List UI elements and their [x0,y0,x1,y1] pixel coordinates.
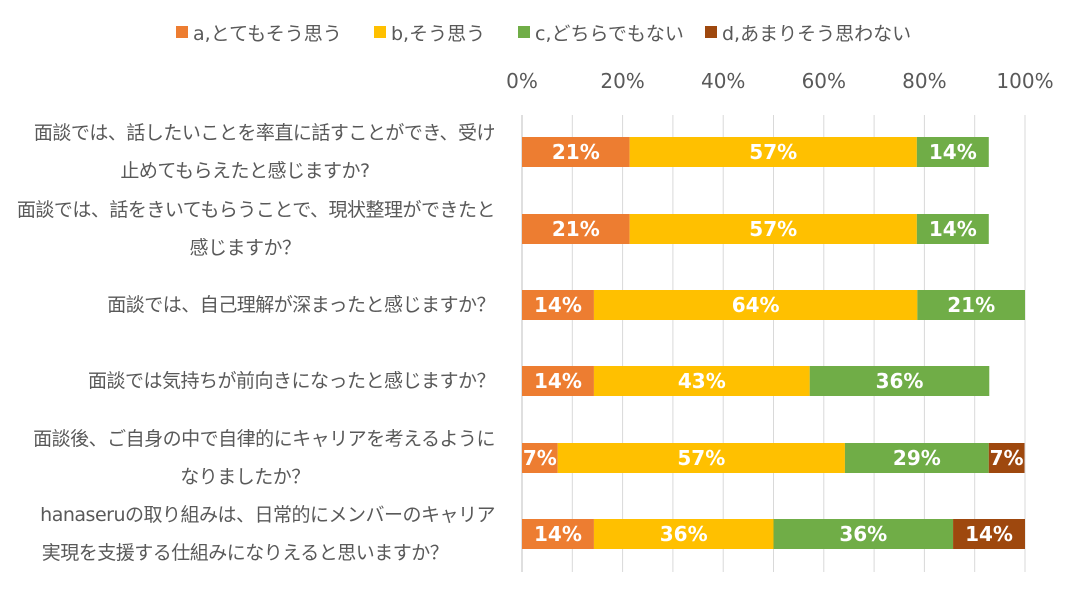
data-label: 14% [929,140,977,164]
category-label: 面談では、自己理解が深まったと感じますか？ [0,286,495,324]
category-label: 面談では、話をきいてもらうことで、現状整理ができたと感じますか？ [0,191,496,267]
category-label-line: 面談後、ご自身の中で自律的にキャリアを考えるように [33,428,495,450]
data-label: 57% [677,446,725,470]
data-label: 36% [660,522,708,546]
legend-label: d,あまりそう思わない [722,23,911,45]
x-tick-label: 60% [802,69,846,93]
data-label: 21% [552,217,600,241]
bar-segment [773,519,954,549]
bar-segment [629,137,917,167]
x-tick-label: 0% [506,69,538,93]
category-label: 面談では、話したいことを率直に話すことができ、受け止めてもらえたと感じますか? [0,114,496,190]
bar-segment [593,366,810,396]
data-label: 57% [749,217,797,241]
category-label-line: hanaseruの取り組みは、日常的にメンバーのキャリア [40,504,495,526]
bar-segment [988,443,1025,473]
legend-label: a,とてもそう思う [193,23,342,45]
data-label: 64% [732,293,780,317]
bar-segment [522,137,630,167]
bar-segment [953,519,1025,549]
data-label: 21% [947,293,995,317]
bar-segment [522,443,558,473]
category-label-line: 面談では、話をきいてもらうことで、現状整理ができたと [16,199,496,221]
data-label: 14% [929,217,977,241]
category-label-line: 感じますか？ [189,237,301,259]
bar-segment [916,214,989,244]
category-label-line: 面談では、自己理解が深まったと感じますか？ [107,294,495,316]
category-label: hanaseruの取り組みは、日常的にメンバーのキャリア 実現を支援する仕組みにな… [0,496,495,572]
category-label-line: 面談では気持ちが前向きになったと感じますか？ [87,370,496,392]
data-label: 29% [893,446,941,470]
bar-segment [629,214,917,244]
bar-segment [917,290,1025,320]
data-label: 14% [534,369,582,393]
bar-segment [557,443,845,473]
bar-segment [844,443,989,473]
legend-label: b,そう思う [391,23,485,45]
x-tick-label: 40% [701,69,745,93]
data-label: 43% [678,369,726,393]
data-label: 57% [749,140,797,164]
legend-swatch [518,26,530,38]
category-label: 面談では気持ちが前向きになったと感じますか？ [0,362,496,400]
data-label: 14% [534,293,582,317]
data-label: 14% [965,522,1013,546]
x-tick-label: 80% [902,69,946,93]
bar-segment [916,137,989,167]
bar-segment [522,214,630,244]
category-label-line: 面談では、話したいことを率直に話すことができ、受け [33,122,496,144]
bar-segment [522,366,594,396]
data-label: 14% [534,522,582,546]
category-label-line: 止めてもらえたと感じますか? [120,160,370,182]
data-label: 7% [523,446,557,470]
bar-segment [593,519,774,549]
bar-segment [522,519,594,549]
legend-label: c,どちらでもない [535,23,684,45]
data-label: 36% [876,369,924,393]
bar-segment [522,290,594,320]
legend-swatch [374,26,386,38]
x-tick-label: 20% [600,69,644,93]
category-label-line: 実現を支援する仕組みになりえると思いますか？ [41,542,449,564]
data-label: 36% [839,522,887,546]
x-tick-label: 100% [996,69,1053,93]
data-label: 7% [990,446,1024,470]
category-label-line: なりましたか？ [180,466,310,488]
data-label: 21% [552,140,600,164]
category-label: 面談後、ご自身の中で自律的にキャリアを考えるようになりましたか？ [0,420,495,496]
legend-swatch [705,26,717,38]
bar-segment [809,366,990,396]
bar-segment [593,290,918,320]
legend-swatch [176,26,188,38]
